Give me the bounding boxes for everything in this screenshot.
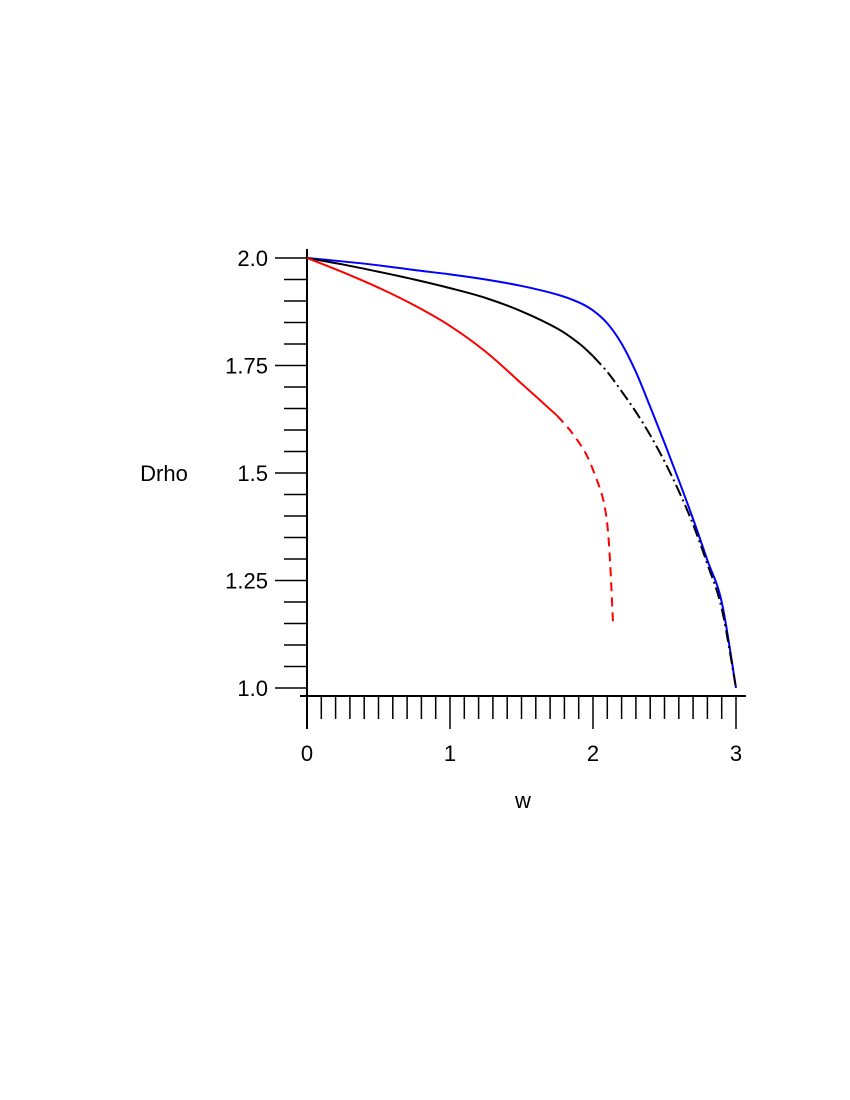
series-red-line-solid	[306, 257, 558, 417]
series-black-line-solid	[306, 257, 594, 357]
series-blue-line	[306, 257, 737, 689]
x-tick-label: 2	[587, 741, 599, 766]
axes	[300, 249, 746, 729]
tick-labels: 1.0 1.25 1.5 1.75 2.0 0 1 2 3	[225, 246, 742, 766]
x-axis-title: w	[514, 788, 531, 813]
y-tick-label: 1.25	[225, 569, 268, 594]
y-tick-label: 2.0	[237, 246, 268, 271]
x-tick-label: 3	[730, 741, 742, 766]
y-tick-label: 1.5	[237, 461, 268, 486]
ticks	[275, 257, 737, 729]
y-tick-label: 1.0	[237, 676, 268, 701]
y-tick-label: 1.75	[225, 354, 268, 379]
x-tick-label: 0	[301, 741, 313, 766]
x-tick-label: 1	[444, 741, 456, 766]
y-axis-title: Drho	[140, 461, 188, 486]
series-black-line-patterned	[592, 355, 737, 689]
series-red-line-patterned	[556, 415, 615, 624]
series-layer	[306, 257, 737, 689]
